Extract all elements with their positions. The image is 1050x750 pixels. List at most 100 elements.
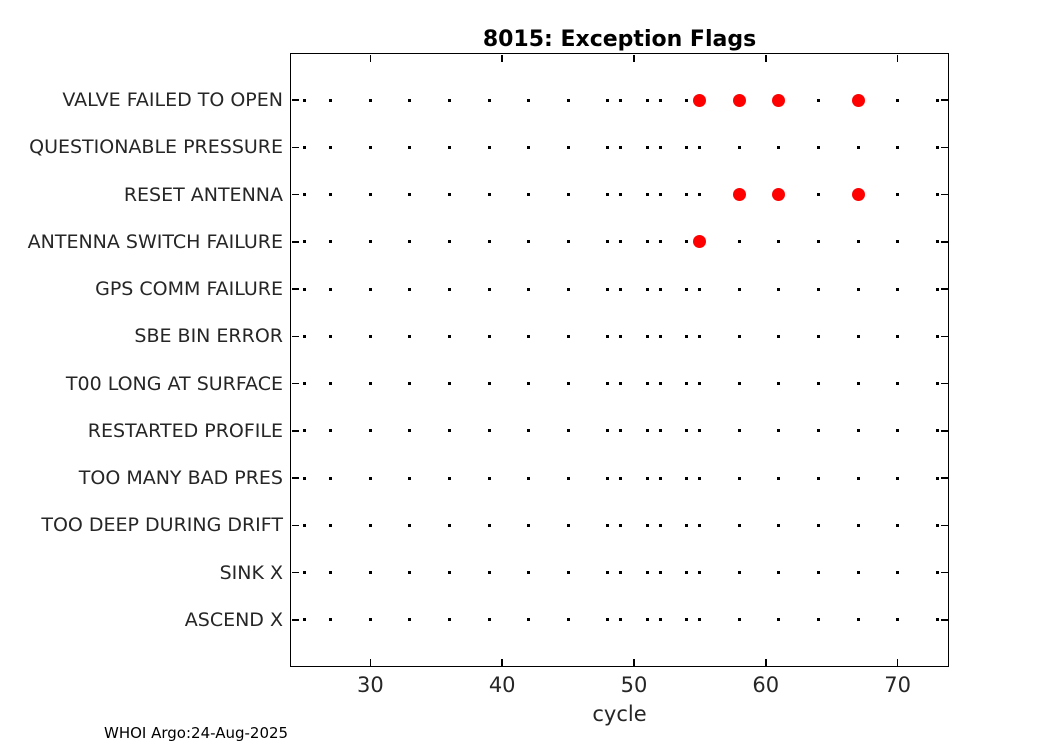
cycle-dot: [645, 145, 649, 149]
cycle-dot: [566, 240, 570, 244]
y-tick-mark: [291, 382, 299, 385]
cycle-dot: [685, 98, 689, 102]
cycle-dot: [645, 476, 649, 480]
cycle-dot: [619, 476, 623, 480]
y-tick-mark: [291, 193, 299, 196]
cycle-dot: [817, 429, 821, 433]
cycle-dot: [658, 618, 662, 622]
cycle-dot: [658, 287, 662, 291]
cycle-dot: [645, 523, 649, 527]
cycle-dot: [606, 98, 610, 102]
cycle-dot: [487, 382, 491, 386]
cycle-dot: [487, 240, 491, 244]
x-tick-label: 30: [357, 673, 384, 697]
cycle-dot: [368, 334, 372, 338]
cycle-dot: [896, 382, 900, 386]
cycle-dot: [329, 429, 333, 433]
cycle-dot: [658, 193, 662, 197]
cycle-dot: [527, 287, 531, 291]
cycle-dot: [447, 618, 451, 622]
cycle-dot: [368, 382, 372, 386]
cycle-dot: [658, 145, 662, 149]
cycle-dot: [645, 334, 649, 338]
cycle-dot: [619, 193, 623, 197]
cycle-dot: [645, 571, 649, 575]
cycle-dot: [896, 98, 900, 102]
y-tick-mark: [291, 335, 299, 338]
cycle-dot: [606, 334, 610, 338]
cycle-dot: [777, 382, 781, 386]
cycle-dot: [487, 334, 491, 338]
cycle-dot: [856, 523, 860, 527]
cycle-dot: [302, 193, 306, 197]
y-tick-mark-right: [940, 477, 948, 479]
cycle-dot: [856, 145, 860, 149]
cycle-dot: [737, 571, 741, 575]
cycle-dot: [645, 618, 649, 622]
cycle-dot: [817, 618, 821, 622]
cycle-dot: [685, 145, 689, 149]
cycle-dot: [329, 145, 333, 149]
cycle-dot: [606, 193, 610, 197]
cycle-dot: [302, 334, 306, 338]
cycle-dot: [527, 523, 531, 527]
cycle-dot: [935, 523, 939, 527]
cycle-dot: [856, 429, 860, 433]
cycle-dot: [302, 476, 306, 480]
cycle-dot: [408, 382, 412, 386]
cycle-dot: [302, 98, 306, 102]
x-tick-mark-top: [633, 54, 635, 62]
cycle-dot: [408, 334, 412, 338]
y-tick-mark: [291, 524, 299, 527]
cycle-dot: [658, 98, 662, 102]
cycle-dot: [817, 523, 821, 527]
chart-title: 8015: Exception Flags: [482, 27, 757, 52]
cycle-dot: [447, 476, 451, 480]
cycle-dot: [487, 618, 491, 622]
y-axis-label: GPS COMM FAILURE: [95, 278, 283, 301]
cycle-dot: [856, 571, 860, 575]
cycle-dot: [566, 145, 570, 149]
cycle-dot: [302, 429, 306, 433]
cycle-dot: [606, 476, 610, 480]
cycle-dot: [566, 382, 570, 386]
y-axis-label: SINK X: [219, 561, 283, 584]
cycle-dot: [817, 571, 821, 575]
cycle-dot: [368, 476, 372, 480]
cycle-dot: [368, 145, 372, 149]
cycle-dot: [566, 476, 570, 480]
cycle-dot: [817, 98, 821, 102]
cycle-dot: [698, 618, 702, 622]
cycle-dot: [329, 476, 333, 480]
cycle-dot: [487, 287, 491, 291]
cycle-dot: [329, 571, 333, 575]
cycle-dot: [447, 571, 451, 575]
cycle-dot: [606, 523, 610, 527]
cycle-dot: [817, 145, 821, 149]
cycle-dot: [619, 382, 623, 386]
y-tick-mark-right: [940, 571, 948, 574]
cycle-dot: [329, 523, 333, 527]
cycle-dot: [606, 382, 610, 386]
cycle-dot: [408, 523, 412, 527]
x-tick-mark-top: [765, 54, 767, 62]
cycle-dot: [487, 571, 491, 575]
y-tick-mark: [291, 99, 299, 101]
cycle-dot: [685, 429, 689, 433]
cycle-dot: [935, 145, 939, 149]
footer-annotation: WHOI Argo:24-Aug-2025: [104, 724, 289, 742]
cycle-dot: [447, 240, 451, 244]
cycle-dot: [777, 618, 781, 622]
cycle-dot: [408, 98, 412, 102]
cycle-dot: [619, 523, 623, 527]
cycle-dot: [527, 618, 531, 622]
cycle-dot: [302, 618, 306, 622]
cycle-dot: [777, 571, 781, 575]
cycle-dot: [658, 382, 662, 386]
cycle-dot: [935, 571, 939, 575]
cycle-dot: [566, 571, 570, 575]
y-tick-mark: [291, 571, 299, 574]
cycle-dot: [447, 193, 451, 197]
cycle-dot: [408, 240, 412, 244]
cycle-dot: [527, 382, 531, 386]
